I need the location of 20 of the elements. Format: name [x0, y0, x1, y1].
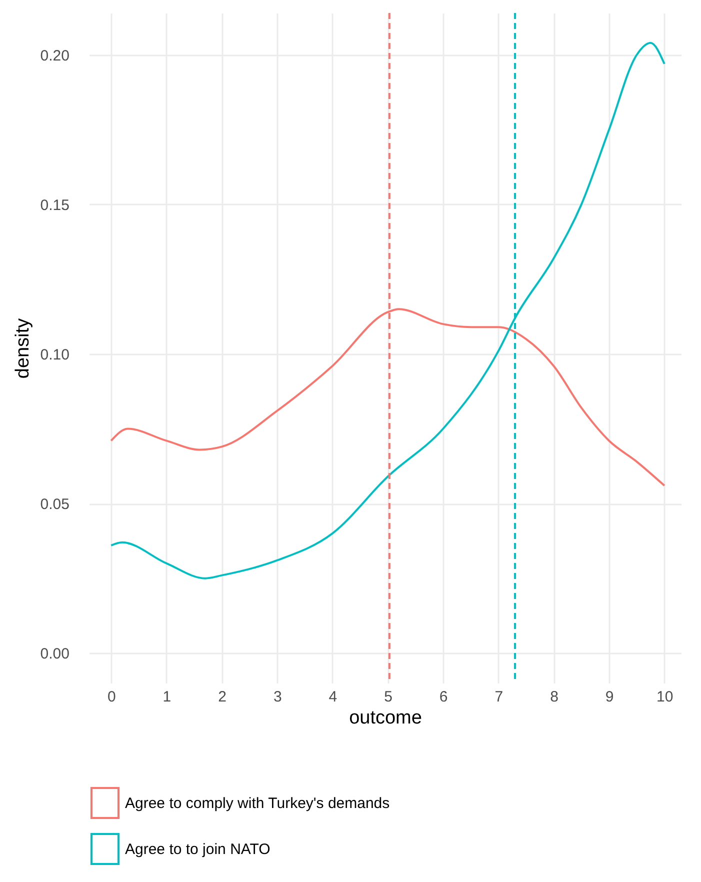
x-tick-label: 1: [162, 688, 172, 706]
y-tick-label: 0.10: [40, 346, 70, 364]
x-tick-label: 2: [218, 688, 226, 706]
x-tick-label: 9: [605, 688, 614, 706]
x-tick-label: 4: [328, 688, 338, 706]
x-tick-label: 5: [384, 688, 392, 706]
x-tick-label: 7: [494, 688, 504, 706]
x-tick-label: 0: [107, 688, 116, 706]
y-tick-label: 0.15: [40, 196, 70, 214]
x-tick-label: 10: [656, 688, 674, 706]
y-tick-label: 0.20: [40, 47, 70, 64]
x-tick-label: 6: [439, 688, 448, 706]
y-axis-title: density: [12, 318, 34, 379]
x-tick-label: 3: [273, 688, 282, 706]
legend-label: Agree to to join NATO: [125, 841, 270, 858]
y-tick-label: 0.00: [40, 646, 70, 663]
x-tick-label: 8: [550, 688, 558, 706]
legend-label: Agree to comply with Turkey's demands: [125, 795, 390, 812]
x-axis-title: outcome: [349, 708, 422, 728]
y-tick-label: 0.05: [40, 496, 70, 514]
